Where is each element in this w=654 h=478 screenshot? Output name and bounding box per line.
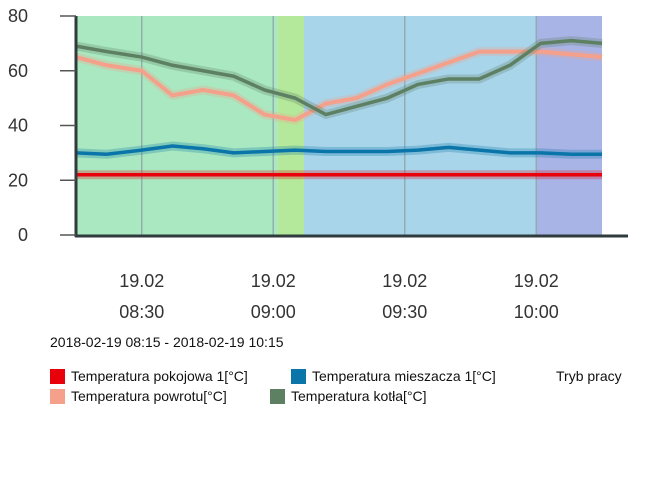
y-tick-label: 20 xyxy=(8,170,28,190)
y-tick-label: 80 xyxy=(8,6,28,26)
y-tick-label: 0 xyxy=(18,225,28,245)
legend-item-mixer-temp[interactable]: Temperatura mieszacza 1[°C] xyxy=(291,368,496,384)
series-line-3 xyxy=(75,38,603,117)
legend-item-return-temp[interactable]: Temperatura powrotu[°C] xyxy=(50,388,227,404)
series-lines xyxy=(74,36,603,180)
legend-item-mode[interactable]: Tryb pracy xyxy=(556,368,622,384)
x-tick-time-0: 08:30 xyxy=(119,302,164,322)
x-tick-date-3: 19.02 xyxy=(514,271,559,291)
legend-label: Temperatura powrotu[°C] xyxy=(71,388,227,404)
series-line-2 xyxy=(75,49,603,123)
x-tick-date-2: 19.02 xyxy=(382,271,427,291)
legend-label: Tryb pracy xyxy=(556,368,622,384)
legend-label: Temperatura pokojowa 1[°C] xyxy=(71,368,248,384)
legend-item-room-temp[interactable]: Temperatura pokojowa 1[°C] xyxy=(50,368,248,384)
y-tick-labels: 0 20 40 60 80 xyxy=(8,6,76,245)
legend-label: Temperatura mieszacza 1[°C] xyxy=(312,368,496,384)
x-tick-time-1: 09:00 xyxy=(251,302,296,322)
x-tick-labels: 19.02 08:30 19.02 09:00 19.02 09:30 19.02 10:00 xyxy=(119,271,559,322)
x-tick-time-3: 10:00 xyxy=(514,302,559,322)
date-range-label: 2018-02-19 08:15 - 2018-02-19 10:15 xyxy=(50,334,284,350)
y-tick-label: 40 xyxy=(8,116,28,136)
x-tick-date-0: 19.02 xyxy=(119,271,164,291)
legend-label: Temperatura kotła[°C] xyxy=(291,388,427,404)
legend-item-boiler-temp[interactable]: Temperatura kotła[°C] xyxy=(270,388,427,404)
mode-band-1 xyxy=(277,16,304,235)
legend-swatch xyxy=(270,388,285,404)
legend-swatch xyxy=(50,368,65,384)
x-tick-date-1: 19.02 xyxy=(251,271,296,291)
series-line-1 xyxy=(75,144,602,156)
y-tick-label: 60 xyxy=(8,61,28,81)
axes xyxy=(74,16,628,238)
x-tick-time-2: 09:30 xyxy=(382,302,427,322)
legend-swatch xyxy=(50,388,65,404)
legend-swatch xyxy=(291,368,306,384)
grid-lines xyxy=(141,16,537,235)
